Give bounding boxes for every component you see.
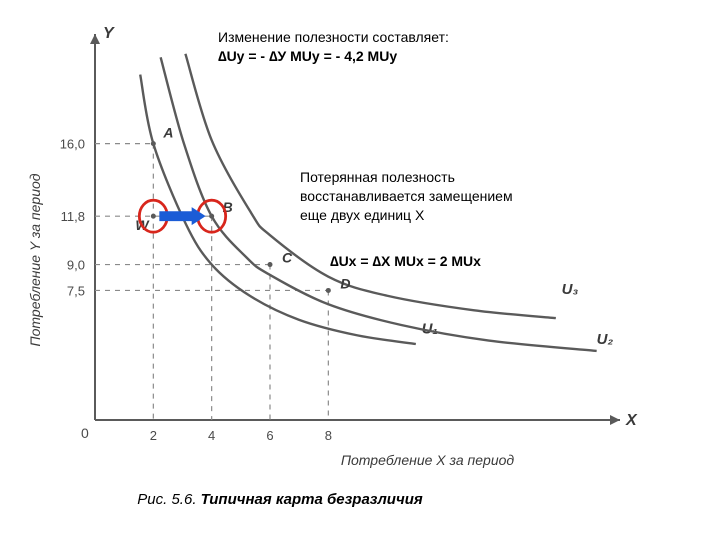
figure-caption: Рис. 5.6. Типичная карта безразличия [95,490,465,510]
point-A [151,141,156,146]
curve-label-U2: U₂ [597,331,614,348]
y-tick-9,0: 9,0 [67,258,85,273]
point-D [326,288,331,293]
y-tick-11,8: 11,8 [61,209,85,224]
point-W [151,214,156,219]
point-label-C: C [282,250,293,266]
y-tick-7,5: 7,5 [67,283,85,298]
x-tick-2: 2 [150,428,157,443]
annot-restored-line2: восстанавливается замещением [300,187,513,206]
y-axis-arrow [90,34,100,44]
point-label-D: D [340,275,350,291]
origin-label: 0 [81,425,89,441]
annot-dux: ∆Uх = ∆Х МUх = 2 МUх [330,252,481,271]
axis-name-y: Y [103,25,115,42]
point-C [268,262,273,267]
y-axis-label: Потребление Y за период [27,173,43,346]
x-tick-6: 6 [266,428,273,443]
x-tick-4: 4 [208,428,215,443]
axis-name-x: X [625,412,638,429]
annot-restored-line3: еще двух единиц X [300,206,424,225]
point-label-A: A [162,125,173,141]
x-tick-8: 8 [325,428,332,443]
x-axis-label: Потребление X за период [341,452,515,468]
curve-label-U3: U₃ [562,281,579,298]
figure-caption-title: Типичная карта безразличия [201,491,423,508]
y-tick-16,0: 16,0 [60,137,85,152]
x-axis-arrow [610,415,620,425]
annot-utility-change-line1: Изменение полезности составляет: [218,28,449,47]
figure-caption-prefix: Рис. 5.6. [137,491,200,508]
annot-restored-line1: Потерянная полезность [300,168,455,187]
point-B [209,214,214,219]
annot-utility-change-line2: ∆Uу = - ∆У МUу = - 4,2 МUу [218,47,397,66]
